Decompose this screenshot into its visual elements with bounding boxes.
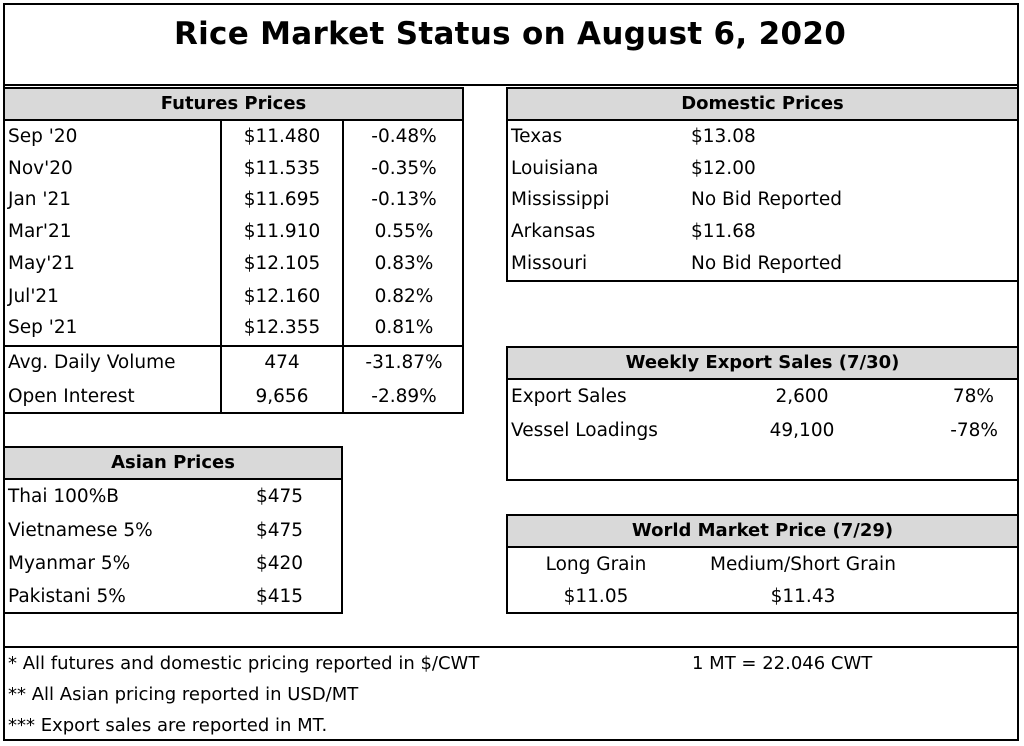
open-interest-change: -2.89%	[371, 386, 437, 407]
export-header: Weekly Export Sales (7/30)	[506, 346, 1019, 380]
futures-price: $11.910	[243, 221, 321, 242]
long-grain-price: $11.05	[563, 586, 629, 607]
futures-contract: May'21	[8, 253, 75, 274]
medium-grain-price: $11.43	[770, 586, 836, 607]
asian-price: $415	[256, 586, 304, 607]
asian-price: $420	[256, 553, 304, 574]
domestic-price: No Bid Reported	[691, 253, 842, 274]
domestic-price: $11.68	[691, 221, 756, 242]
volume-value: 474	[264, 352, 300, 373]
domestic-price: $13.08	[691, 126, 756, 147]
asian-price: $475	[256, 520, 304, 541]
futures-header: Futures Prices	[3, 87, 464, 121]
domestic-state: Arkansas	[511, 221, 596, 242]
open-interest-label: Open Interest	[8, 386, 135, 407]
notes-divider	[3, 646, 1019, 648]
export-label: Vessel Loadings	[511, 420, 658, 441]
domestic-state: Texas	[511, 126, 563, 147]
futures-price: $11.480	[243, 126, 321, 147]
futures-change: 0.55%	[374, 221, 434, 242]
asian-label: Myanmar 5%	[8, 553, 131, 574]
futures-contract: Sep '21	[8, 317, 78, 338]
futures-col-divider-2	[342, 120, 344, 414]
futures-col-divider-1	[220, 120, 222, 414]
futures-change: 0.83%	[374, 253, 434, 274]
page-title: Rice Market Status on August 6, 2020	[173, 16, 847, 52]
volume-label: Avg. Daily Volume	[8, 352, 176, 373]
domestic-header: Domestic Prices	[506, 87, 1019, 121]
export-value: 49,100	[769, 420, 835, 441]
futures-price: $11.535	[243, 158, 321, 179]
futures-price: $12.355	[243, 317, 321, 338]
world-header: World Market Price (7/29)	[506, 514, 1019, 548]
long-grain-label: Long Grain	[545, 554, 647, 575]
asian-label: Vietnamese 5%	[8, 520, 153, 541]
domestic-state: Louisiana	[511, 158, 599, 179]
domestic-price: No Bid Reported	[691, 189, 842, 210]
note-futures-domestic-units: * All futures and domestic pricing repor…	[8, 653, 480, 674]
export-change: 78%	[952, 386, 994, 407]
futures-change: -0.48%	[371, 126, 437, 147]
asian-header: Asian Prices	[3, 446, 343, 480]
note-asian-units: ** All Asian pricing reported in USD/MT	[8, 684, 359, 705]
open-interest-value: 9,656	[255, 386, 309, 407]
futures-price: $11.695	[243, 189, 321, 210]
futures-change: 0.82%	[374, 286, 434, 307]
note-export-units: *** Export sales are reported in MT.	[8, 715, 328, 736]
futures-contract: Sep '20	[8, 126, 78, 147]
title-divider	[3, 84, 1019, 86]
futures-contract: Jan '21	[8, 189, 72, 210]
futures-change: -0.35%	[371, 158, 437, 179]
futures-contract: Jul'21	[8, 286, 59, 307]
export-label: Export Sales	[511, 386, 627, 407]
domestic-state: Missouri	[511, 253, 588, 274]
futures-change: 0.81%	[374, 317, 434, 338]
medium-grain-label: Medium/Short Grain	[710, 554, 896, 575]
futures-price: $12.160	[243, 286, 321, 307]
asian-label: Pakistani 5%	[8, 586, 126, 607]
futures-change: -0.13%	[371, 189, 437, 210]
domestic-state: Mississippi	[511, 189, 610, 210]
futures-contract: Nov'20	[8, 158, 73, 179]
export-change: -78%	[950, 420, 998, 441]
domestic-price: $12.00	[691, 158, 756, 179]
volume-change: -31.87%	[365, 352, 443, 373]
futures-summary-divider	[3, 345, 464, 347]
asian-label: Thai 100%B	[8, 486, 119, 507]
futures-price: $12.105	[243, 253, 321, 274]
futures-contract: Mar'21	[8, 221, 72, 242]
asian-price: $475	[256, 486, 304, 507]
export-value: 2,600	[775, 386, 829, 407]
note-conversion: 1 MT = 22.046 CWT	[692, 653, 873, 674]
